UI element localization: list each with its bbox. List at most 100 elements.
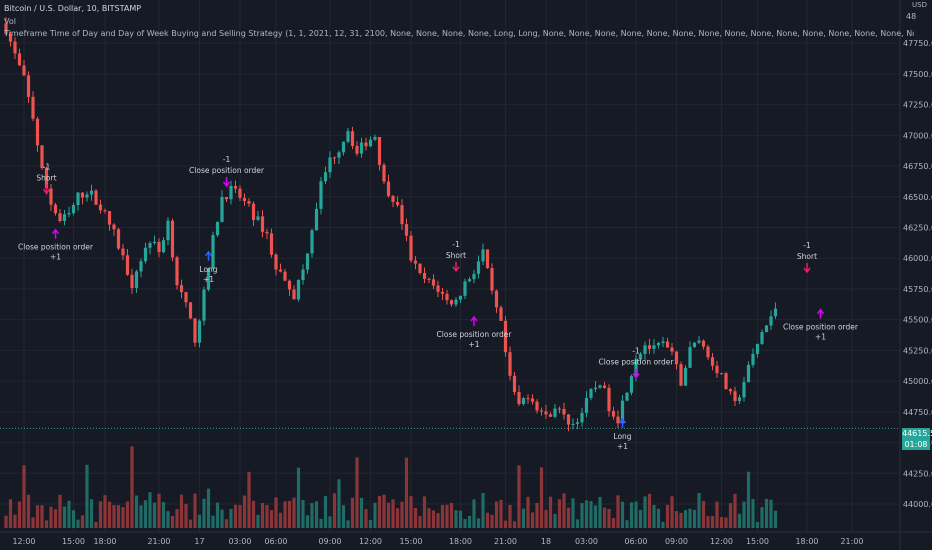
y-tick-label: 46500.00 [903, 193, 932, 202]
candle-body [476, 261, 481, 274]
candle-body [265, 231, 269, 234]
candle-body [755, 343, 760, 354]
volume-bar [751, 498, 755, 528]
symbol-title[interactable]: Bitcoin / U.S. Dollar, 10, BITSTAMP [4, 4, 142, 13]
candle-body [652, 345, 656, 349]
signal-arrowhead [632, 373, 640, 379]
volume-bar [4, 515, 8, 528]
candle-body [413, 260, 418, 264]
signal-arrowhead [204, 250, 213, 257]
candle-body [620, 400, 625, 424]
volume-legend[interactable]: Vol [4, 17, 16, 26]
candle-body [386, 181, 391, 197]
candle-body [503, 320, 508, 353]
candle-body [4, 23, 8, 34]
candle-body [238, 188, 242, 198]
candle-body [355, 145, 359, 154]
volume-bar [310, 503, 314, 528]
candle-body [283, 271, 287, 281]
volume-bar [337, 479, 341, 528]
signal-label: Close position order [599, 358, 675, 367]
volume-bar [373, 502, 377, 528]
currency-label[interactable]: USD [912, 1, 927, 9]
candle-body [625, 392, 629, 401]
x-tick-label: 12:00 [359, 537, 382, 546]
signal-arrowhead [618, 417, 627, 424]
candle-body [670, 347, 674, 352]
volume-bar [355, 457, 359, 528]
volume-bar [314, 501, 319, 528]
x-tick-label: 21:00 [494, 537, 517, 546]
candle-body [296, 280, 301, 300]
volume-bar [449, 502, 454, 528]
candle-body [445, 293, 449, 301]
volume-bar [638, 509, 643, 528]
volume-bar [292, 497, 296, 528]
y-tick-label: 47250.00 [903, 101, 932, 110]
x-tick-label: 03:00 [228, 537, 251, 546]
volume-bar [346, 520, 350, 528]
candle-body [769, 316, 773, 326]
volume-bar [512, 521, 517, 528]
x-tick-label: 15:00 [62, 537, 85, 546]
signal-label: Short [446, 251, 466, 260]
signal-qty: -1 [803, 241, 811, 250]
volume-bar [206, 488, 211, 528]
candle-body [526, 398, 530, 400]
y-tick-label: 47500.00 [903, 70, 932, 79]
volume-bar [8, 499, 13, 528]
volume-bar [40, 505, 44, 528]
volume-bar [22, 465, 26, 528]
volume-bar [760, 507, 764, 528]
volume-bar [242, 495, 247, 528]
volume-bar [607, 508, 611, 528]
volume-bar [611, 518, 616, 528]
candle-body [143, 247, 148, 262]
candle-body [67, 213, 71, 215]
volume-bar [485, 512, 490, 528]
candle-body [647, 345, 652, 349]
volume-bar [175, 509, 179, 528]
candle-body [17, 53, 22, 66]
strategy-legend[interactable]: Timeframe Time of Day and Day of Week Bu… [4, 29, 914, 38]
volume-bar [382, 494, 386, 528]
candle-body [436, 285, 440, 292]
volume-bar [44, 520, 49, 528]
price-axis-top-label: 48 [906, 12, 917, 21]
volume-bar [436, 513, 440, 528]
signal-arrowhead [452, 266, 460, 273]
volume-bar [620, 501, 625, 528]
y-tick-label: 44000.00 [903, 500, 932, 509]
candle-body [566, 414, 571, 425]
volume-bar [26, 494, 31, 528]
volume-bar [409, 496, 413, 528]
candle-body [346, 131, 350, 142]
x-tick-label: 21:00 [147, 537, 170, 546]
volume-bar [350, 497, 355, 528]
candle-body [746, 364, 751, 383]
volume-bar [98, 501, 103, 528]
x-tick-label: 21:00 [840, 537, 863, 546]
volume-bar [62, 506, 67, 528]
volume-bar [328, 516, 332, 528]
candle-body [368, 139, 373, 147]
volume-bar [746, 471, 751, 528]
candle-body [305, 253, 310, 270]
volume-bar [535, 502, 539, 528]
candle-body [512, 375, 517, 392]
volume-bar [283, 501, 287, 528]
volume-bar [647, 493, 652, 528]
volume-bar [575, 519, 580, 528]
volume-bar [31, 517, 35, 528]
volume-bar [67, 500, 71, 528]
volume-bar [724, 517, 728, 528]
candle-body [593, 387, 598, 390]
volume-bar [598, 496, 602, 528]
volume-bar [467, 515, 472, 528]
volume-bar [224, 519, 229, 528]
volume-bar [89, 499, 94, 528]
candle-body [463, 281, 467, 296]
candle-body [13, 41, 17, 54]
